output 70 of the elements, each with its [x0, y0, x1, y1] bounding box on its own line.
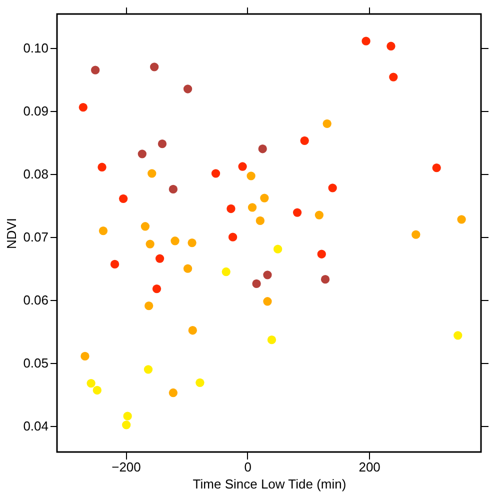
point	[226, 204, 236, 214]
point	[389, 72, 398, 82]
point	[328, 184, 337, 192]
point	[183, 84, 192, 94]
point	[246, 172, 256, 180]
point	[168, 184, 178, 194]
x-tick-label: −200	[112, 460, 141, 474]
point	[292, 208, 302, 217]
point	[155, 254, 164, 263]
point	[168, 388, 178, 398]
point	[317, 250, 326, 258]
point	[267, 336, 276, 344]
point	[362, 36, 370, 46]
x-tick-label: 200	[358, 460, 380, 474]
point	[188, 238, 196, 248]
point	[454, 331, 462, 340]
point	[123, 412, 132, 420]
point	[98, 226, 108, 236]
point	[248, 203, 257, 212]
y-tick-label: 0.04	[23, 418, 48, 434]
point	[140, 222, 150, 231]
point	[386, 42, 396, 50]
point	[196, 378, 204, 387]
point	[263, 270, 272, 280]
point	[150, 62, 159, 72]
point	[432, 163, 441, 172]
y-tick-label: 0.05	[23, 356, 48, 371]
point	[322, 119, 332, 128]
point	[98, 162, 106, 172]
point	[110, 260, 120, 269]
y-tick-label: 0.06	[23, 292, 48, 308]
point	[78, 102, 88, 112]
point	[122, 420, 131, 430]
point	[188, 326, 197, 335]
point	[211, 169, 220, 178]
y-tick-label: 0.07	[23, 230, 48, 245]
point	[92, 386, 102, 395]
point	[152, 284, 162, 294]
point	[90, 66, 100, 74]
point	[148, 169, 156, 178]
y-tick-label: 0.09	[23, 104, 48, 119]
point	[144, 301, 154, 310]
y-axis-title: NDVI	[4, 218, 20, 250]
point	[457, 215, 466, 224]
point	[222, 267, 230, 276]
y-tick-label: 0.08	[23, 166, 48, 182]
point	[263, 297, 272, 306]
point	[238, 162, 247, 171]
point	[183, 264, 192, 273]
point	[146, 240, 154, 248]
y-tick-label: 0.10	[23, 40, 48, 56]
point	[170, 236, 180, 246]
point	[138, 150, 146, 158]
point	[260, 194, 269, 202]
point	[258, 144, 267, 154]
point	[412, 230, 420, 239]
point	[118, 194, 128, 203]
point	[228, 232, 238, 242]
point	[158, 140, 167, 148]
point	[320, 275, 330, 284]
x-axis-title: Time Since Low Tide (min)	[192, 476, 346, 492]
point	[80, 352, 90, 361]
point	[273, 244, 282, 254]
point	[86, 378, 96, 388]
point	[252, 279, 261, 288]
point	[144, 365, 153, 374]
x-tick-label: 0	[244, 460, 252, 474]
point	[256, 216, 265, 226]
point	[300, 136, 309, 145]
point	[314, 210, 324, 220]
